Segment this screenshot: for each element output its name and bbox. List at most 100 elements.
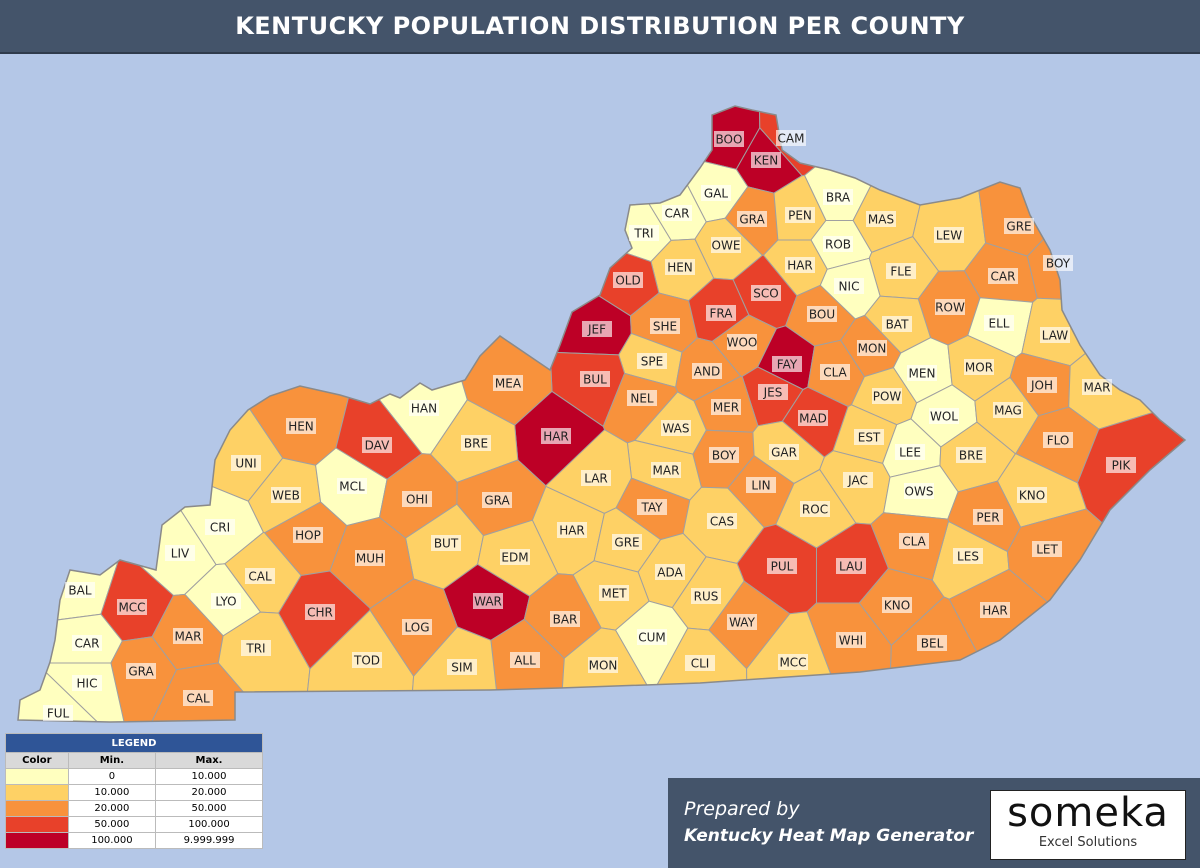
county-label-box: [629, 225, 659, 241]
logo: someka Excel Solutions: [990, 790, 1186, 860]
logo-tagline: Excel Solutions: [1038, 835, 1138, 850]
county-label-box: [65, 582, 95, 598]
county-label-box: [165, 545, 195, 561]
county-region: [18, 613, 123, 664]
county-label: MON: [858, 342, 887, 356]
county-label: CAL: [186, 692, 210, 706]
legend-row: 10.000 20.000: [5, 784, 263, 801]
county-label-box: [984, 315, 1014, 331]
county-label: FRA: [710, 307, 734, 321]
county-label-box: [823, 189, 853, 205]
county-label-box: [836, 558, 866, 574]
legend-max: 20.000: [155, 784, 263, 801]
county-label: LAU: [839, 560, 863, 574]
county-label-box: [882, 597, 912, 613]
legend-swatch: [5, 800, 69, 817]
county-label-box: [173, 628, 203, 644]
county-label-box: [117, 599, 147, 615]
county-label-box: [778, 654, 808, 670]
county-label-box: [72, 635, 102, 651]
county-label-box: [707, 513, 737, 529]
county-label: UNI: [235, 457, 256, 471]
county-label-box: [305, 604, 335, 620]
county-label: LIV: [171, 547, 190, 561]
county-label: LES: [957, 550, 979, 564]
county-label-box: [1106, 457, 1136, 473]
county-label: TRI: [633, 227, 653, 241]
county-label-box: [798, 410, 828, 426]
county-label-box: [637, 353, 667, 369]
county-label-box: [1017, 487, 1047, 503]
legend-row: 0 10.000: [5, 768, 263, 785]
county-label: ALL: [514, 654, 536, 668]
footer: Prepared by Kentucky Heat Map Generator …: [668, 778, 1200, 868]
legend-max: 9.999.999: [155, 832, 263, 849]
state-outline: [17, 105, 1187, 723]
county-label: HAR: [982, 604, 1008, 618]
county-region: [746, 611, 893, 722]
county-label-box: [447, 659, 477, 675]
county-label: ADA: [657, 566, 683, 580]
county-label-box: [500, 549, 530, 565]
county-label-box: [727, 614, 757, 630]
county-label: MAS: [868, 213, 894, 227]
county-label: NEL: [630, 392, 654, 406]
county-label: WAS: [662, 422, 689, 436]
county-label: PIK: [1112, 459, 1132, 473]
county-label-box: [588, 657, 618, 673]
county-label: FUL: [47, 707, 70, 721]
county-label: PEN: [788, 209, 812, 223]
county-label: BAL: [68, 584, 91, 598]
county-label-box: [541, 428, 571, 444]
county-label-box: [231, 455, 261, 471]
county-label: LET: [1036, 543, 1058, 557]
county-label: MAR: [653, 464, 680, 478]
county-region: [305, 106, 468, 455]
legend-min: 100.000: [67, 832, 157, 849]
county-label-box: [650, 318, 680, 334]
county-label-box: [956, 447, 986, 463]
legend-column-header: Max.: [155, 752, 263, 769]
county-label: PER: [976, 511, 999, 525]
county-label: CUM: [638, 631, 666, 645]
county-label-box: [772, 356, 802, 372]
county-label: ROW: [935, 301, 965, 315]
county-label-box: [820, 364, 850, 380]
county-label: JEF: [587, 323, 606, 337]
county-label-box: [337, 478, 367, 494]
county-label: WHI: [839, 634, 863, 648]
county-label-box: [557, 522, 587, 538]
county-label-box: [550, 611, 580, 627]
county-region: [959, 106, 1185, 257]
county-label: MCC: [118, 601, 145, 615]
county-label: MEN: [909, 367, 936, 381]
county-label: LIN: [751, 479, 770, 493]
county-label: CRI: [210, 521, 230, 535]
county-region: [447, 191, 660, 317]
county-label: BUL: [583, 373, 607, 387]
legend-max: 10.000: [155, 768, 263, 785]
county-label: HAN: [411, 402, 437, 416]
county-label-box: [613, 272, 643, 288]
county-label-box: [980, 602, 1010, 618]
county-label: OWS: [905, 485, 934, 499]
county-label-box: [665, 259, 695, 275]
county-label-box: [709, 447, 739, 463]
county-label-box: [431, 535, 461, 551]
county-label: MCC: [779, 656, 806, 670]
county-label: ROB: [825, 238, 851, 252]
county-label: GRE: [614, 536, 639, 550]
county-label-box: [293, 527, 323, 543]
county-label: KNO: [1019, 489, 1045, 503]
county-label: CAR: [991, 270, 1016, 284]
county-label-box: [661, 420, 691, 436]
county-label-box: [1032, 541, 1062, 557]
county-label: HAR: [787, 259, 813, 273]
county-label: BAT: [886, 318, 910, 332]
county-label: MOR: [965, 361, 993, 375]
legend-column-header: Min.: [67, 752, 157, 769]
county-label: CAR: [665, 207, 690, 221]
county-label-box: [126, 663, 156, 679]
county-label-box: [352, 652, 382, 668]
logo-name: someka: [1007, 790, 1169, 836]
